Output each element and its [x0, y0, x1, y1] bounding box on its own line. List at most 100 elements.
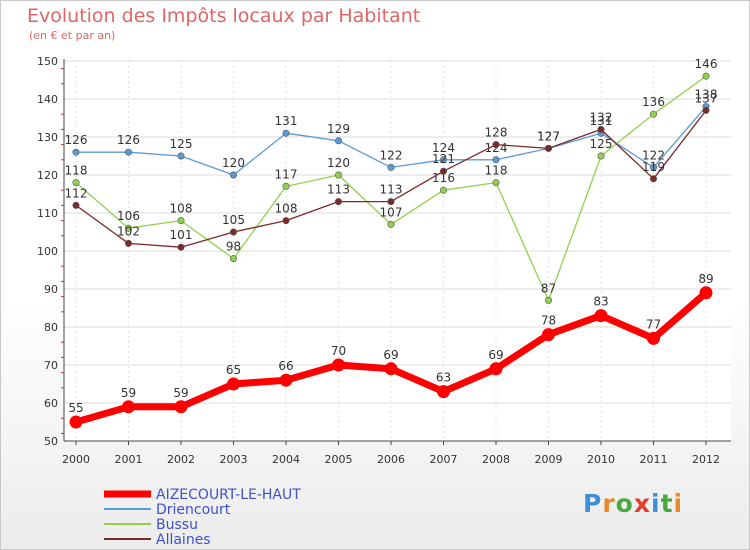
- x-tick-label: 2008: [482, 453, 510, 466]
- x-tick-label: 2004: [272, 453, 300, 466]
- data-point-driencourt: [334, 137, 342, 145]
- data-label-bussu: 125: [590, 137, 613, 151]
- legend-label-allaines: Allaines: [156, 532, 211, 548]
- logo-letter: t: [660, 489, 674, 518]
- data-label-driencourt: 120: [222, 156, 245, 170]
- data-point-aizecourt-le-haut: [489, 362, 503, 376]
- data-point-driencourt: [230, 171, 238, 179]
- data-point-allaines: [230, 228, 238, 236]
- data-label-aizecourt-le-haut: 65: [226, 363, 241, 377]
- data-label-driencourt: 129: [327, 122, 350, 136]
- data-label-allaines: 127: [537, 129, 560, 143]
- logo-letter: r: [602, 489, 616, 518]
- data-point-aizecourt-le-haut: [594, 309, 608, 323]
- x-tick-label: 2001: [115, 453, 143, 466]
- data-label-bussu: 136: [642, 95, 665, 109]
- data-point-bussu: [597, 152, 605, 160]
- data-point-allaines: [387, 198, 395, 206]
- data-label-allaines: 102: [117, 224, 140, 238]
- data-label-aizecourt-le-haut: 59: [173, 386, 188, 400]
- legend-label-driencourt: Driencourt: [156, 502, 231, 518]
- data-label-aizecourt-le-haut: 89: [698, 272, 713, 286]
- data-point-aizecourt-le-haut: [174, 400, 188, 414]
- legend-label-bussu: Bussu: [156, 517, 198, 533]
- data-point-allaines: [702, 106, 710, 114]
- data-point-driencourt: [387, 163, 395, 171]
- data-point-bussu: [492, 179, 500, 187]
- y-tick-label: 100: [37, 245, 58, 258]
- y-tick-label: 90: [44, 283, 58, 296]
- data-label-driencourt: 138: [695, 88, 718, 102]
- x-tick-label: 2009: [535, 453, 563, 466]
- x-tick-label: 2005: [325, 453, 353, 466]
- data-point-allaines: [72, 201, 80, 209]
- data-label-driencourt: 126: [117, 133, 140, 147]
- data-point-driencourt: [282, 129, 290, 137]
- data-point-allaines: [649, 175, 657, 183]
- data-label-allaines: 132: [590, 110, 613, 124]
- logo-letter: i: [673, 489, 684, 518]
- logo-letter: P: [583, 489, 603, 518]
- data-label-allaines: 119: [642, 160, 665, 174]
- data-label-driencourt: 122: [380, 148, 403, 162]
- plot-area: [64, 59, 731, 441]
- data-label-aizecourt-le-haut: 77: [646, 317, 661, 331]
- data-point-aizecourt-le-haut: [122, 400, 135, 414]
- data-label-bussu: 107: [380, 205, 403, 219]
- data-label-driencourt: 127: [537, 129, 560, 143]
- y-tick-label: 80: [44, 321, 58, 334]
- x-tick-label: 2012: [692, 453, 720, 466]
- data-point-allaines: [282, 217, 290, 225]
- data-label-driencourt: 125: [170, 137, 193, 151]
- y-tick-label: 120: [37, 169, 58, 182]
- y-tick-label: 70: [44, 359, 58, 372]
- data-label-driencourt: 126: [65, 133, 88, 147]
- data-label-bussu: 146: [695, 57, 718, 71]
- data-point-allaines: [439, 167, 447, 175]
- x-tick-label: 2003: [220, 453, 248, 466]
- data-point-bussu: [230, 255, 238, 263]
- data-point-aizecourt-le-haut: [699, 286, 713, 300]
- x-tick-label: 2006: [377, 453, 405, 466]
- data-point-allaines: [177, 243, 185, 251]
- data-point-aizecourt-le-haut: [542, 328, 555, 342]
- data-point-bussu: [439, 186, 447, 194]
- data-point-bussu: [282, 182, 290, 190]
- data-point-driencourt: [439, 156, 447, 164]
- data-point-aizecourt-le-haut: [69, 415, 83, 429]
- data-label-bussu: 106: [117, 209, 140, 223]
- data-label-allaines: 128: [485, 126, 508, 140]
- data-label-driencourt: 131: [275, 114, 298, 128]
- data-point-bussu: [125, 224, 133, 232]
- y-tick-label: 140: [37, 93, 58, 106]
- data-label-bussu: 120: [327, 156, 350, 170]
- data-label-allaines: 113: [380, 183, 403, 197]
- data-label-aizecourt-le-haut: 78: [541, 314, 556, 328]
- data-point-aizecourt-le-haut: [227, 377, 240, 391]
- data-label-driencourt: 124: [432, 141, 455, 155]
- data-label-bussu: 98: [226, 240, 241, 254]
- data-label-aizecourt-le-haut: 55: [68, 401, 83, 415]
- data-point-allaines: [492, 141, 500, 149]
- data-point-bussu: [72, 179, 80, 187]
- logo-letter: x: [633, 489, 651, 518]
- data-point-driencourt: [492, 156, 500, 164]
- chart-title: Evolution des Impôts locaux par Habitant: [27, 5, 421, 27]
- data-point-driencourt: [177, 152, 185, 160]
- logo-letter: i: [651, 489, 661, 518]
- data-point-driencourt: [125, 148, 133, 156]
- data-point-aizecourt-le-haut: [647, 331, 660, 345]
- data-point-allaines: [544, 144, 552, 152]
- data-point-allaines: [125, 239, 133, 247]
- data-label-aizecourt-le-haut: 69: [488, 348, 503, 362]
- data-label-driencourt: 131: [590, 114, 613, 128]
- data-label-bussu: 108: [170, 202, 193, 216]
- data-label-aizecourt-le-haut: 70: [331, 344, 346, 358]
- y-tick-label: 130: [37, 131, 58, 144]
- data-point-aizecourt-le-haut: [384, 362, 398, 376]
- data-label-allaines: 101: [170, 228, 193, 242]
- data-point-aizecourt-le-haut: [279, 373, 293, 387]
- proxiti-logo: Proxiti: [583, 489, 683, 518]
- data-label-allaines: 137: [695, 91, 718, 105]
- y-tick-label: 60: [44, 397, 58, 410]
